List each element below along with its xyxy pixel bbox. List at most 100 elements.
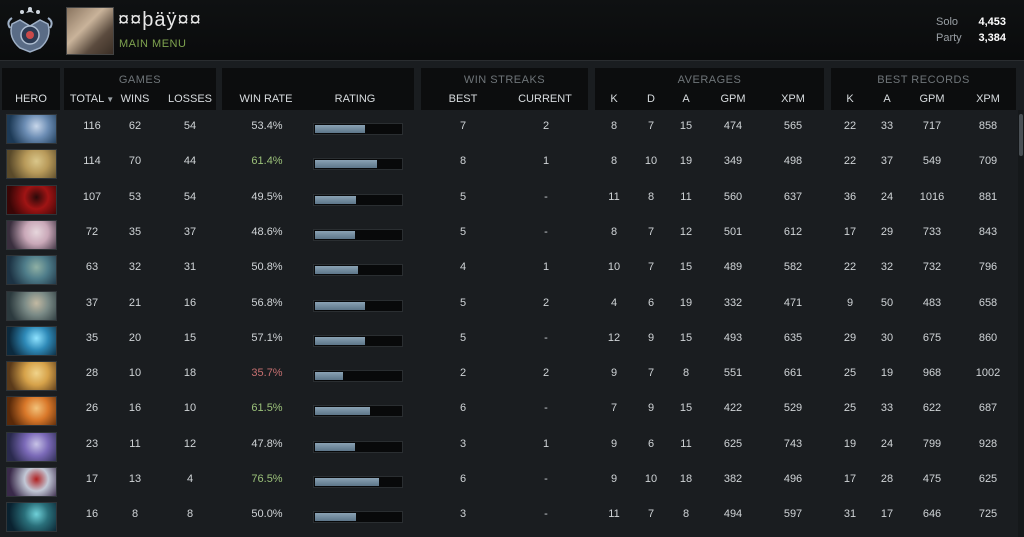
rating-bar-fill [315,195,356,204]
col-best-streak[interactable]: BEST [448,93,478,105]
avg-d-cell: 7 [647,120,655,132]
col-best-k[interactable]: K [846,93,854,105]
rating-bar [313,334,403,347]
best-xpm-cell: 860 [978,331,998,344]
current-streak-cell: - [544,402,548,415]
username[interactable]: ¤¤þäÿ¤¤ [118,9,202,31]
avg-gpm-cell: 494 [723,508,743,521]
table-row[interactable]: 37 21 16 56.8% 5 2 4 6 19 332 471 9 50 483 658 [0,287,1018,322]
wins-cell: 8 [131,508,139,521]
best-xpm-cell: 881 [978,190,998,203]
table-scrollbar[interactable] [1018,110,1024,537]
table-row[interactable]: 16 8 8 50.0% 3 - 11 7 8 494 597 31 17 646 725 [0,498,1018,533]
avg-d-cell: 7 [647,261,655,274]
hero-portrait-icon[interactable] [6,431,57,462]
games-header-group: GAMES TOTAL ▼ WINS LOSSES [64,68,216,110]
avg-xpm-cell: 565 [783,120,803,132]
hero-portrait-icon[interactable] [6,219,57,250]
table-row[interactable]: 107 53 54 49.5% 5 - 11 8 11 560 637 36 24 1016 881 [0,181,1018,216]
hero-portrait-icon[interactable] [6,325,57,356]
col-total[interactable]: TOTAL ▼ [70,93,114,105]
avg-gpm-cell: 382 [723,473,743,485]
avg-gpm-cell: 493 [723,331,743,344]
col-wins[interactable]: WINS [120,93,150,105]
hero-portrait-icon[interactable] [6,184,57,215]
avg-a-cell: 15 [679,402,693,415]
avg-k-cell: 7 [610,402,618,415]
averages-title: AVERAGES [677,74,742,86]
hero-portrait-icon[interactable] [6,290,57,321]
wins-cell: 32 [128,261,142,274]
best-streak-cell: 4 [459,261,467,274]
rating-bar-fill [315,266,358,275]
col-avg-xpm[interactable]: XPM [781,93,805,105]
col-best-a[interactable]: A [883,93,891,105]
table-row[interactable]: 114 70 44 61.4% 8 1 8 10 19 349 498 22 37 549 709 [0,145,1018,180]
avg-a-cell: 8 [682,508,690,521]
total-cell: 116 [83,120,101,132]
table-row[interactable]: 72 35 37 48.6% 5 - 8 7 12 501 612 17 29 733 843 [0,216,1018,251]
col-hero[interactable]: HERO [15,93,47,105]
col-best-xpm[interactable]: XPM [976,93,1000,105]
table-row[interactable]: 23 11 12 47.8% 3 1 9 6 11 625 743 19 24 799 928 [0,428,1018,463]
hero-portrait-icon[interactable] [6,396,57,427]
avatar[interactable] [66,7,114,55]
losses-cell: 37 [183,225,197,238]
best-xpm-cell: 1002 [975,367,1001,380]
rating-bar-fill [315,372,343,381]
col-avg-gpm[interactable]: GPM [720,93,746,105]
avg-xpm-cell: 661 [783,367,803,380]
hero-portrait-icon[interactable] [6,361,57,392]
wins-cell: 16 [128,402,142,415]
hero-portrait-icon[interactable] [6,149,57,180]
best-k-cell: 17 [843,225,857,238]
avg-gpm-cell: 474 [723,120,743,132]
avg-xpm-cell: 498 [783,155,803,168]
current-streak-cell: - [544,331,548,344]
table-row[interactable]: 63 32 31 50.8% 4 1 10 7 15 489 582 22 32 732 796 [0,251,1018,286]
col-best-gpm[interactable]: GPM [919,93,945,105]
best-gpm-cell: 475 [922,473,942,485]
col-rating[interactable]: RATING [334,93,376,105]
col-avg-d[interactable]: D [647,93,655,105]
table-row[interactable]: 35 20 15 57.1% 5 - 12 9 15 493 635 29 30 675 860 [0,322,1018,357]
avg-k-cell: 11 [608,508,620,521]
best-streak-cell: 5 [459,190,467,203]
win-rate-cell: 50.8% [251,261,283,274]
hero-portrait-icon[interactable] [6,255,57,286]
best-gpm-cell: 675 [922,331,942,344]
table-row[interactable]: 116 62 54 53.4% 7 2 8 7 15 474 565 22 33 717 858 [0,110,1018,145]
rating-bar [313,193,403,206]
losses-cell: 18 [183,367,197,380]
table-row[interactable]: 26 16 10 61.5% 6 - 7 9 15 422 529 25 33 622 687 [0,392,1018,427]
avg-d-cell: 7 [647,508,655,521]
rating-bar-fill [315,160,377,169]
main-menu-link[interactable]: MAIN MENU [119,38,187,50]
hero-portrait-icon[interactable] [6,502,57,533]
hero-portrait-icon[interactable] [6,467,57,497]
current-streak-cell: - [544,225,548,238]
rating-bar [313,476,403,488]
table-row[interactable]: 28 10 18 35.7% 2 2 9 7 8 551 661 25 19 968 1002 [0,357,1018,392]
avg-d-cell: 9 [647,402,655,415]
rating-bar [313,405,403,418]
avg-a-cell: 19 [679,296,693,309]
best-records-header-group: BEST RECORDS K A GPM XPM [831,68,1016,110]
col-avg-a[interactable]: A [682,93,690,105]
rating-bar [313,228,403,241]
total-cell: 26 [85,402,99,415]
sort-descending-icon: ▼ [106,95,115,104]
avg-d-cell: 6 [647,437,655,450]
hero-portrait-icon[interactable] [6,114,57,144]
avg-d-cell: 7 [647,367,655,380]
col-win-rate[interactable]: WIN RATE [239,93,293,105]
col-avg-k[interactable]: K [610,93,618,105]
table-row[interactable]: 17 13 4 76.5% 6 - 9 10 18 382 496 17 28 475 625 [0,463,1018,498]
averages-header-group: AVERAGES K D A GPM XPM [595,68,824,110]
best-streak-cell: 8 [459,155,467,168]
best-streak-cell: 5 [459,331,467,344]
col-current-streak[interactable]: CURRENT [518,93,572,105]
scrollbar-thumb[interactable] [1019,114,1023,156]
avg-a-cell: 18 [679,473,693,485]
col-losses[interactable]: LOSSES [167,93,213,105]
